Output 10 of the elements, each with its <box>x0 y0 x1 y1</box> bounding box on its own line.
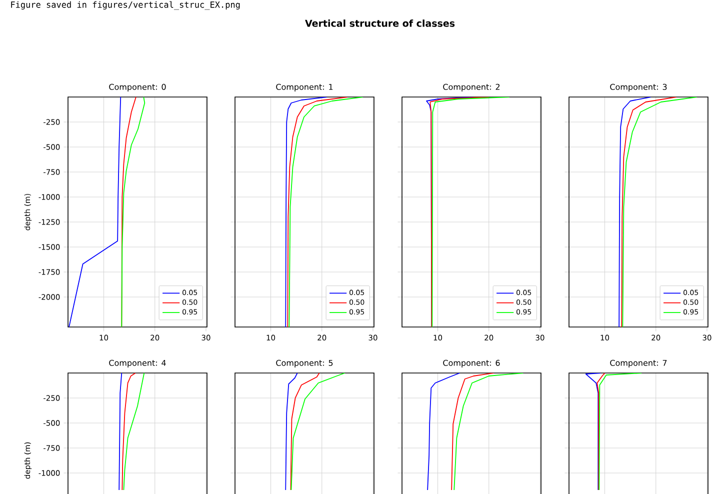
chart-title: Component: 2 <box>443 84 500 92</box>
text: Figure saved in figures/vertical_struc_EX.png <box>11 1 240 10</box>
chart-title: Component: 7 <box>610 360 667 368</box>
chart-title: Component: 0 <box>109 84 166 92</box>
chart-title: Component: 3 <box>610 84 667 92</box>
text: Vertical structure of classes <box>305 20 455 27</box>
chart-title: Component: 6 <box>443 360 500 368</box>
chart-title: Component: 4 <box>109 360 166 368</box>
chart-title: Component: 5 <box>276 360 333 368</box>
chart-title: Component: 1 <box>276 84 333 92</box>
